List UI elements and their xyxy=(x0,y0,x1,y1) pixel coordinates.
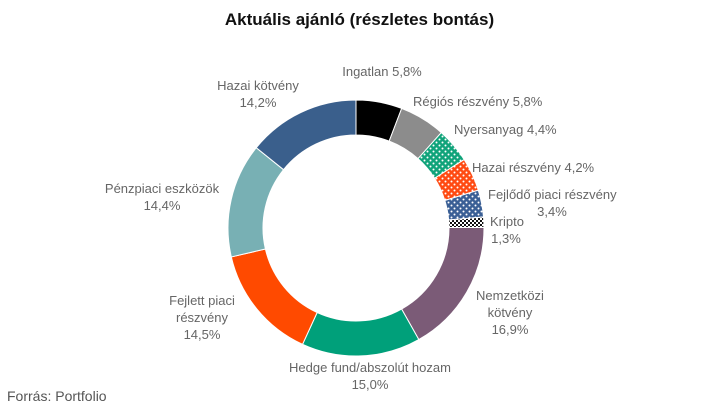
slice-label: Hazai részvény 4,2% xyxy=(472,160,595,175)
chart-title: Aktuális ajánló (részletes bontás) xyxy=(224,10,495,29)
source-note: Forrás: Portfolio xyxy=(7,388,107,404)
donut-slice-nemzetközi-kötvény xyxy=(400,226,485,341)
donut-slice-pénzpiaci-eszközök xyxy=(227,147,285,258)
slice-label: Nemzetközi kötvény 16,9% xyxy=(476,288,544,337)
slice-label: Hedge fund/abszolút hozam 15,0% xyxy=(289,360,451,392)
slice-label: Pénzpiaci eszközök 14,4% xyxy=(105,181,220,213)
donut-slice-hedge-fund-abszolút-hozam xyxy=(301,308,420,357)
slice-label: Régiós részvény 5,8% xyxy=(413,94,543,109)
donut-slices xyxy=(227,99,485,357)
donut-slice-fejlett-piaci-részvény xyxy=(230,248,318,345)
slice-labels: Ingatlan 5,8% Régiós részvény 5,8% Nyersan… xyxy=(105,64,617,392)
slice-label: Ingatlan 5,8% xyxy=(342,64,422,79)
donut-slice-hazai-kötvény xyxy=(255,99,357,171)
slice-label: Hazai kötvény 14,2% xyxy=(217,78,299,110)
slice-label: Kripto 1,3% xyxy=(490,214,524,246)
slice-label: Nyersanyag 4,4% xyxy=(454,122,557,137)
slice-label: Fejlett piaci részvény 14,5% xyxy=(169,293,235,342)
slice-label: Fejlődő piaci részvény 3,4% xyxy=(488,187,617,219)
